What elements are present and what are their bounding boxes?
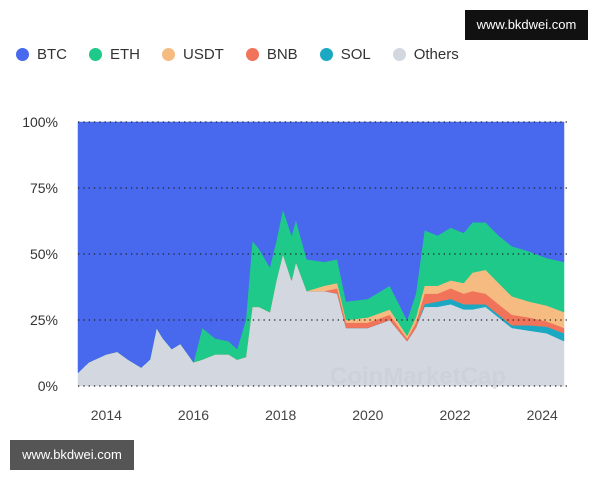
legend-item-btc[interactable]: BTC xyxy=(16,46,67,63)
legend-item-eth[interactable]: ETH xyxy=(89,46,140,63)
y-tick-label: 75% xyxy=(30,180,58,196)
x-tick-label: 2022 xyxy=(439,407,470,423)
legend: BTC ETH USDT BNB SOL Others xyxy=(16,46,459,63)
y-tick-label: 25% xyxy=(30,312,58,328)
legend-swatch xyxy=(162,48,175,61)
legend-label: BTC xyxy=(37,46,67,63)
legend-swatch xyxy=(392,48,406,61)
legend-label: BNB xyxy=(266,46,298,63)
legend-label: ETH xyxy=(110,46,140,63)
legend-label: Others xyxy=(413,46,459,63)
watermark-bottom-left: www.bkdwei.com xyxy=(10,440,134,470)
watermark-top-right: www.bkdwei.com xyxy=(465,10,588,40)
legend-swatch xyxy=(245,48,259,61)
legend-swatch xyxy=(16,48,29,61)
legend-item-others[interactable]: Others xyxy=(392,46,459,63)
legend-item-bnb[interactable]: BNB xyxy=(245,46,298,63)
x-tick-label: 2024 xyxy=(527,407,558,423)
legend-item-sol[interactable]: SOL xyxy=(319,46,371,63)
legend-label: SOL xyxy=(340,46,371,63)
x-tick-label: 2018 xyxy=(265,407,296,423)
y-tick-label: 0% xyxy=(38,378,58,394)
legend-swatch xyxy=(89,48,102,61)
legend-item-usdt[interactable]: USDT xyxy=(162,46,224,63)
area-btc xyxy=(77,121,565,374)
y-tick-label: 100% xyxy=(22,114,58,130)
y-tick-label: 50% xyxy=(30,246,58,262)
x-tick-label: 2016 xyxy=(178,407,209,423)
x-tick-label: 2020 xyxy=(352,407,383,423)
legend-label: USDT xyxy=(183,46,224,63)
x-tick-label: 2014 xyxy=(91,407,122,423)
legend-swatch xyxy=(319,48,333,61)
